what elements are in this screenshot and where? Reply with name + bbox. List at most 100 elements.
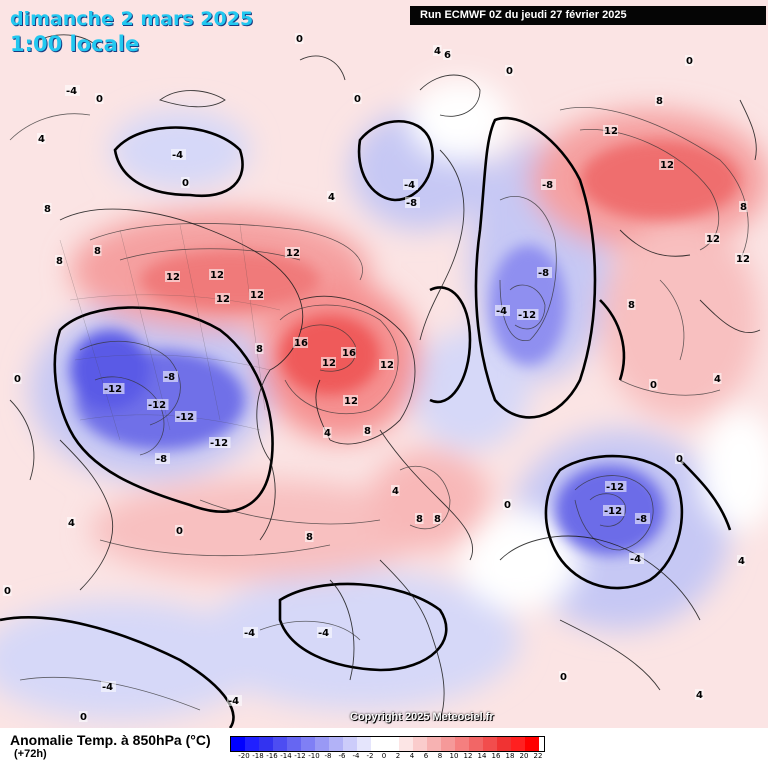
contour-label: -4 (172, 150, 183, 161)
contour-label: -4 (66, 86, 77, 97)
color-legend: -20 -18 -16 -14 -12 -10 -8 -6 -4 -2 0 2 4 6 8 10 12 14 16 1… (230, 736, 545, 760)
contour-label: -4 (630, 554, 641, 565)
contour-label-bg (43, 203, 52, 214)
contour-label: -4 (318, 628, 329, 639)
contour-label: -8 (164, 372, 175, 383)
contour-label-bg (147, 399, 169, 410)
isotherm-contours (9, 107, 749, 711)
contour-label: 0 (4, 586, 11, 597)
legend-tick: -4 (352, 752, 360, 760)
contour-label: 0 (14, 374, 21, 385)
contour-label: 12 (210, 270, 224, 281)
contour-label: 4 (392, 486, 399, 497)
contour-label: 8 (44, 204, 51, 215)
legend-tick: 0 (381, 752, 387, 760)
contour-label: -12 (604, 506, 622, 517)
contour-label-bg (675, 453, 684, 464)
contour-label-bg (695, 689, 704, 700)
contour-label-bg (327, 191, 336, 202)
contour-label: 8 (94, 246, 101, 257)
contour-label-bg (165, 271, 180, 282)
contour-label: -8 (542, 180, 553, 191)
contour-label-bg (517, 309, 539, 320)
contour-label-bg (13, 373, 22, 384)
contour-label: -4 (102, 682, 113, 693)
contour-label-bg (739, 201, 748, 212)
contour-label: -4 (404, 180, 415, 191)
legend-swatch (399, 737, 413, 751)
contour-label: 6 (444, 50, 451, 61)
contour-label: 16 (342, 348, 356, 359)
contour-label-bg (215, 293, 230, 304)
legend-tick: -18 (252, 752, 264, 760)
contour-label-bg (443, 49, 452, 60)
contour-label-bg (55, 255, 64, 266)
contour-label: -12 (104, 384, 122, 395)
contour-label-bg (503, 499, 512, 510)
contour-label: 4 (68, 518, 75, 529)
lead-time: (+72h) (14, 748, 47, 760)
legend-tick: -14 (280, 752, 292, 760)
contour-label: -8 (636, 514, 647, 525)
legend-ticks: -20 -18 -16 -14 -12 -10 -8 -6 -4 -2 0 2 4 6 8 10 12 14 16 1… (237, 752, 545, 760)
contour-label-bg (181, 177, 190, 188)
contour-label: 4 (38, 134, 45, 145)
contour-label-bg (737, 555, 746, 566)
contour-label-bg (293, 337, 308, 348)
contour-label: -12 (606, 482, 624, 493)
contour-label: 0 (650, 380, 657, 391)
contour-label: 12 (604, 126, 618, 137)
legend-tick: 12 (463, 752, 473, 760)
legend-swatch (441, 737, 455, 751)
contour-label-bg (353, 93, 362, 104)
legend-tick: -8 (324, 752, 332, 760)
contour-label-bg (101, 681, 116, 692)
footer: Anomalie Temp. à 850hPa (°C) (+72h) -20-… (0, 728, 768, 768)
contour-label-bg (649, 379, 658, 390)
contour-label: 0 (506, 66, 513, 77)
contour-label: 0 (96, 94, 103, 105)
contour-label-bg (171, 149, 186, 160)
legend-swatch (413, 737, 427, 751)
contour-label-bg (323, 427, 332, 438)
contour-label-bg (243, 627, 258, 638)
contour-label-bg (255, 343, 264, 354)
contour-label: 12 (706, 234, 720, 245)
legend-swatch (469, 737, 483, 751)
contour-label: 0 (182, 178, 189, 189)
legend-tick: -2 (366, 752, 374, 760)
coastlines (9, 34, 761, 721)
legend-swatch (511, 737, 525, 751)
contour-label-bg (605, 481, 627, 492)
contour-label-bg (433, 513, 442, 524)
contour-label: 12 (286, 248, 300, 259)
run-banner: Run ECMWF 0Z du jeudi 27 février 2025 (410, 6, 766, 25)
legend-swatch (301, 737, 315, 751)
contour-label-bg (363, 425, 372, 436)
legend-swatch (385, 737, 399, 751)
contour-label: 8 (628, 300, 635, 311)
contour-label-bg (155, 453, 170, 464)
contour-label-bg (103, 383, 125, 394)
contour-label: 12 (250, 290, 264, 301)
contour-label-bg (559, 671, 568, 682)
contour-label: 12 (322, 358, 336, 369)
contour-label-bg (341, 347, 356, 358)
legend-swatch (427, 737, 441, 751)
contour-label-bg (629, 553, 644, 564)
contour-label: 0 (560, 672, 567, 683)
contour-label-bg (95, 93, 104, 104)
contour-label-bg (249, 289, 264, 300)
contour-label-bg (209, 437, 231, 448)
contour-label: -12 (518, 310, 536, 321)
contour-label: 8 (56, 256, 63, 267)
legend-tick: 2 (395, 752, 401, 760)
contour-label: 12 (736, 254, 750, 265)
contour-label-bg (391, 485, 400, 496)
contour-label-bg (321, 357, 336, 368)
legend-tick: -16 (266, 752, 278, 760)
contour-label: 4 (696, 690, 703, 701)
legend-tick: 16 (491, 752, 501, 760)
contour-label-bg (685, 55, 694, 66)
